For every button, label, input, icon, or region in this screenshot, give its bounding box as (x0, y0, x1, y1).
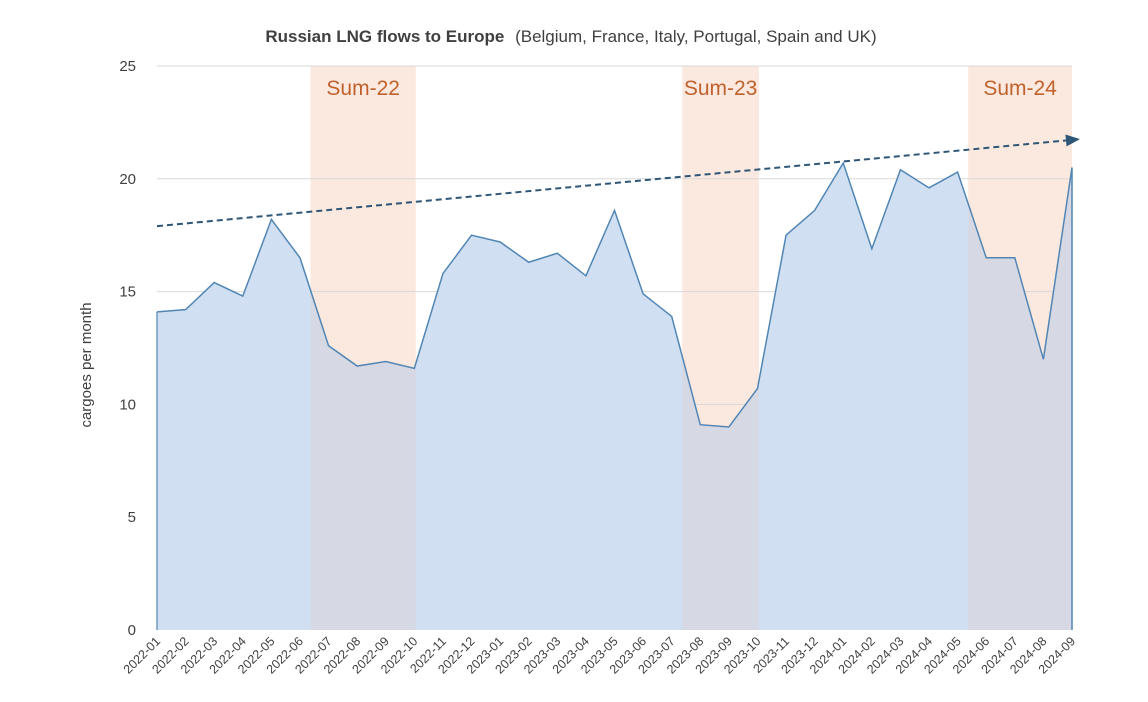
trend-dashed-line (156, 139, 1067, 228)
y-axis-label: cargoes per month (78, 302, 95, 427)
season-label-sum-24: Sum-24 (983, 77, 1057, 100)
trend-line (156, 134, 1080, 228)
area-fill (157, 163, 1072, 630)
chart-title-main: Russian LNG flows to Europe (265, 27, 504, 46)
y-tick-label-5: 5 (128, 509, 136, 526)
season-label-sum-23: Sum-23 (684, 77, 758, 100)
y-tick-label-0: 0 (128, 622, 136, 639)
series-line (156, 161, 1073, 630)
season-labels: Sum-22 Sum-23 Sum-24 (326, 77, 1057, 100)
season-label-sum-22: Sum-22 (326, 77, 400, 100)
chart-title: Russian LNG flows to Europe (Belgium, Fr… (265, 27, 876, 46)
y-tick-label-25: 25 (119, 58, 136, 75)
y-tick-label-20: 20 (119, 171, 136, 188)
area-series (157, 163, 1072, 630)
x-axis-ticks: 2022-012022-022022-032022-042022-052022-… (121, 634, 1078, 676)
y-tick-label-10: 10 (119, 396, 136, 413)
chart-title-sub: (Belgium, France, Italy, Portugal, Spain… (515, 27, 877, 46)
trend-arrowhead (1065, 134, 1080, 147)
y-tick-label-15: 15 (119, 284, 136, 301)
y-axis-ticks: 0 5 10 15 20 25 (119, 58, 136, 639)
